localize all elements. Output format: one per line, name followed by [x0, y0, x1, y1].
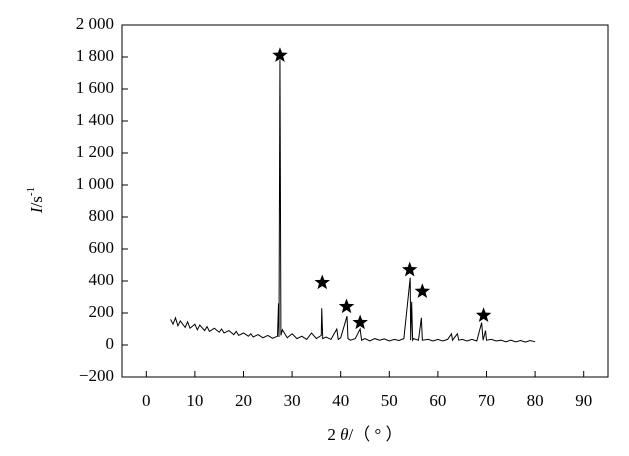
x-tick-label: 10 [186, 391, 203, 410]
xrd-line [170, 56, 536, 343]
x-tick-label: 50 [381, 391, 398, 410]
y-tick-label: 1 800 [76, 46, 114, 65]
y-label-part: /s [27, 196, 46, 207]
x-tick-label: 20 [235, 391, 252, 410]
peak-star [350, 312, 370, 331]
x-label-part: /（ ° ） [349, 425, 403, 444]
x-tick-label: 90 [575, 391, 592, 410]
y-tick-label: 2 000 [76, 14, 114, 33]
x-tick-label: 80 [527, 391, 544, 410]
y-tick-label: 600 [89, 238, 115, 257]
x-axis-label: 2 θ/（ ° ） [327, 425, 402, 444]
plot-frame [121, 24, 609, 378]
peak-star [312, 272, 332, 291]
y-axis-label: I/s-1 [25, 187, 46, 214]
x-tick-label: 40 [332, 391, 349, 410]
peak-star [474, 305, 493, 324]
y-tick-label: 400 [89, 270, 115, 289]
y-tick-label: −200 [79, 366, 114, 385]
x-tick-label: 70 [478, 391, 495, 410]
y-tick-label: 1 000 [76, 174, 114, 193]
peak-star [337, 296, 356, 315]
y-tick-label: 1 200 [76, 142, 114, 161]
x-label-part: 2 [327, 425, 340, 444]
peak-star [412, 281, 432, 300]
y-tick-label: 1 600 [76, 78, 114, 97]
peak-star [400, 259, 420, 278]
y-tick-label: 0 [106, 334, 115, 353]
y-tick-label: 800 [89, 206, 115, 225]
x-tick-label: 60 [429, 391, 446, 410]
x-label-part: θ [340, 425, 348, 444]
peak-star [270, 45, 290, 64]
y-tick-label: 200 [89, 302, 115, 321]
y-tick-label: 1 400 [76, 110, 114, 129]
x-tick-label: 30 [284, 391, 301, 410]
y-label-part: I [27, 206, 46, 214]
x-tick-label: 0 [142, 391, 151, 410]
y-label-part: -1 [25, 187, 37, 196]
